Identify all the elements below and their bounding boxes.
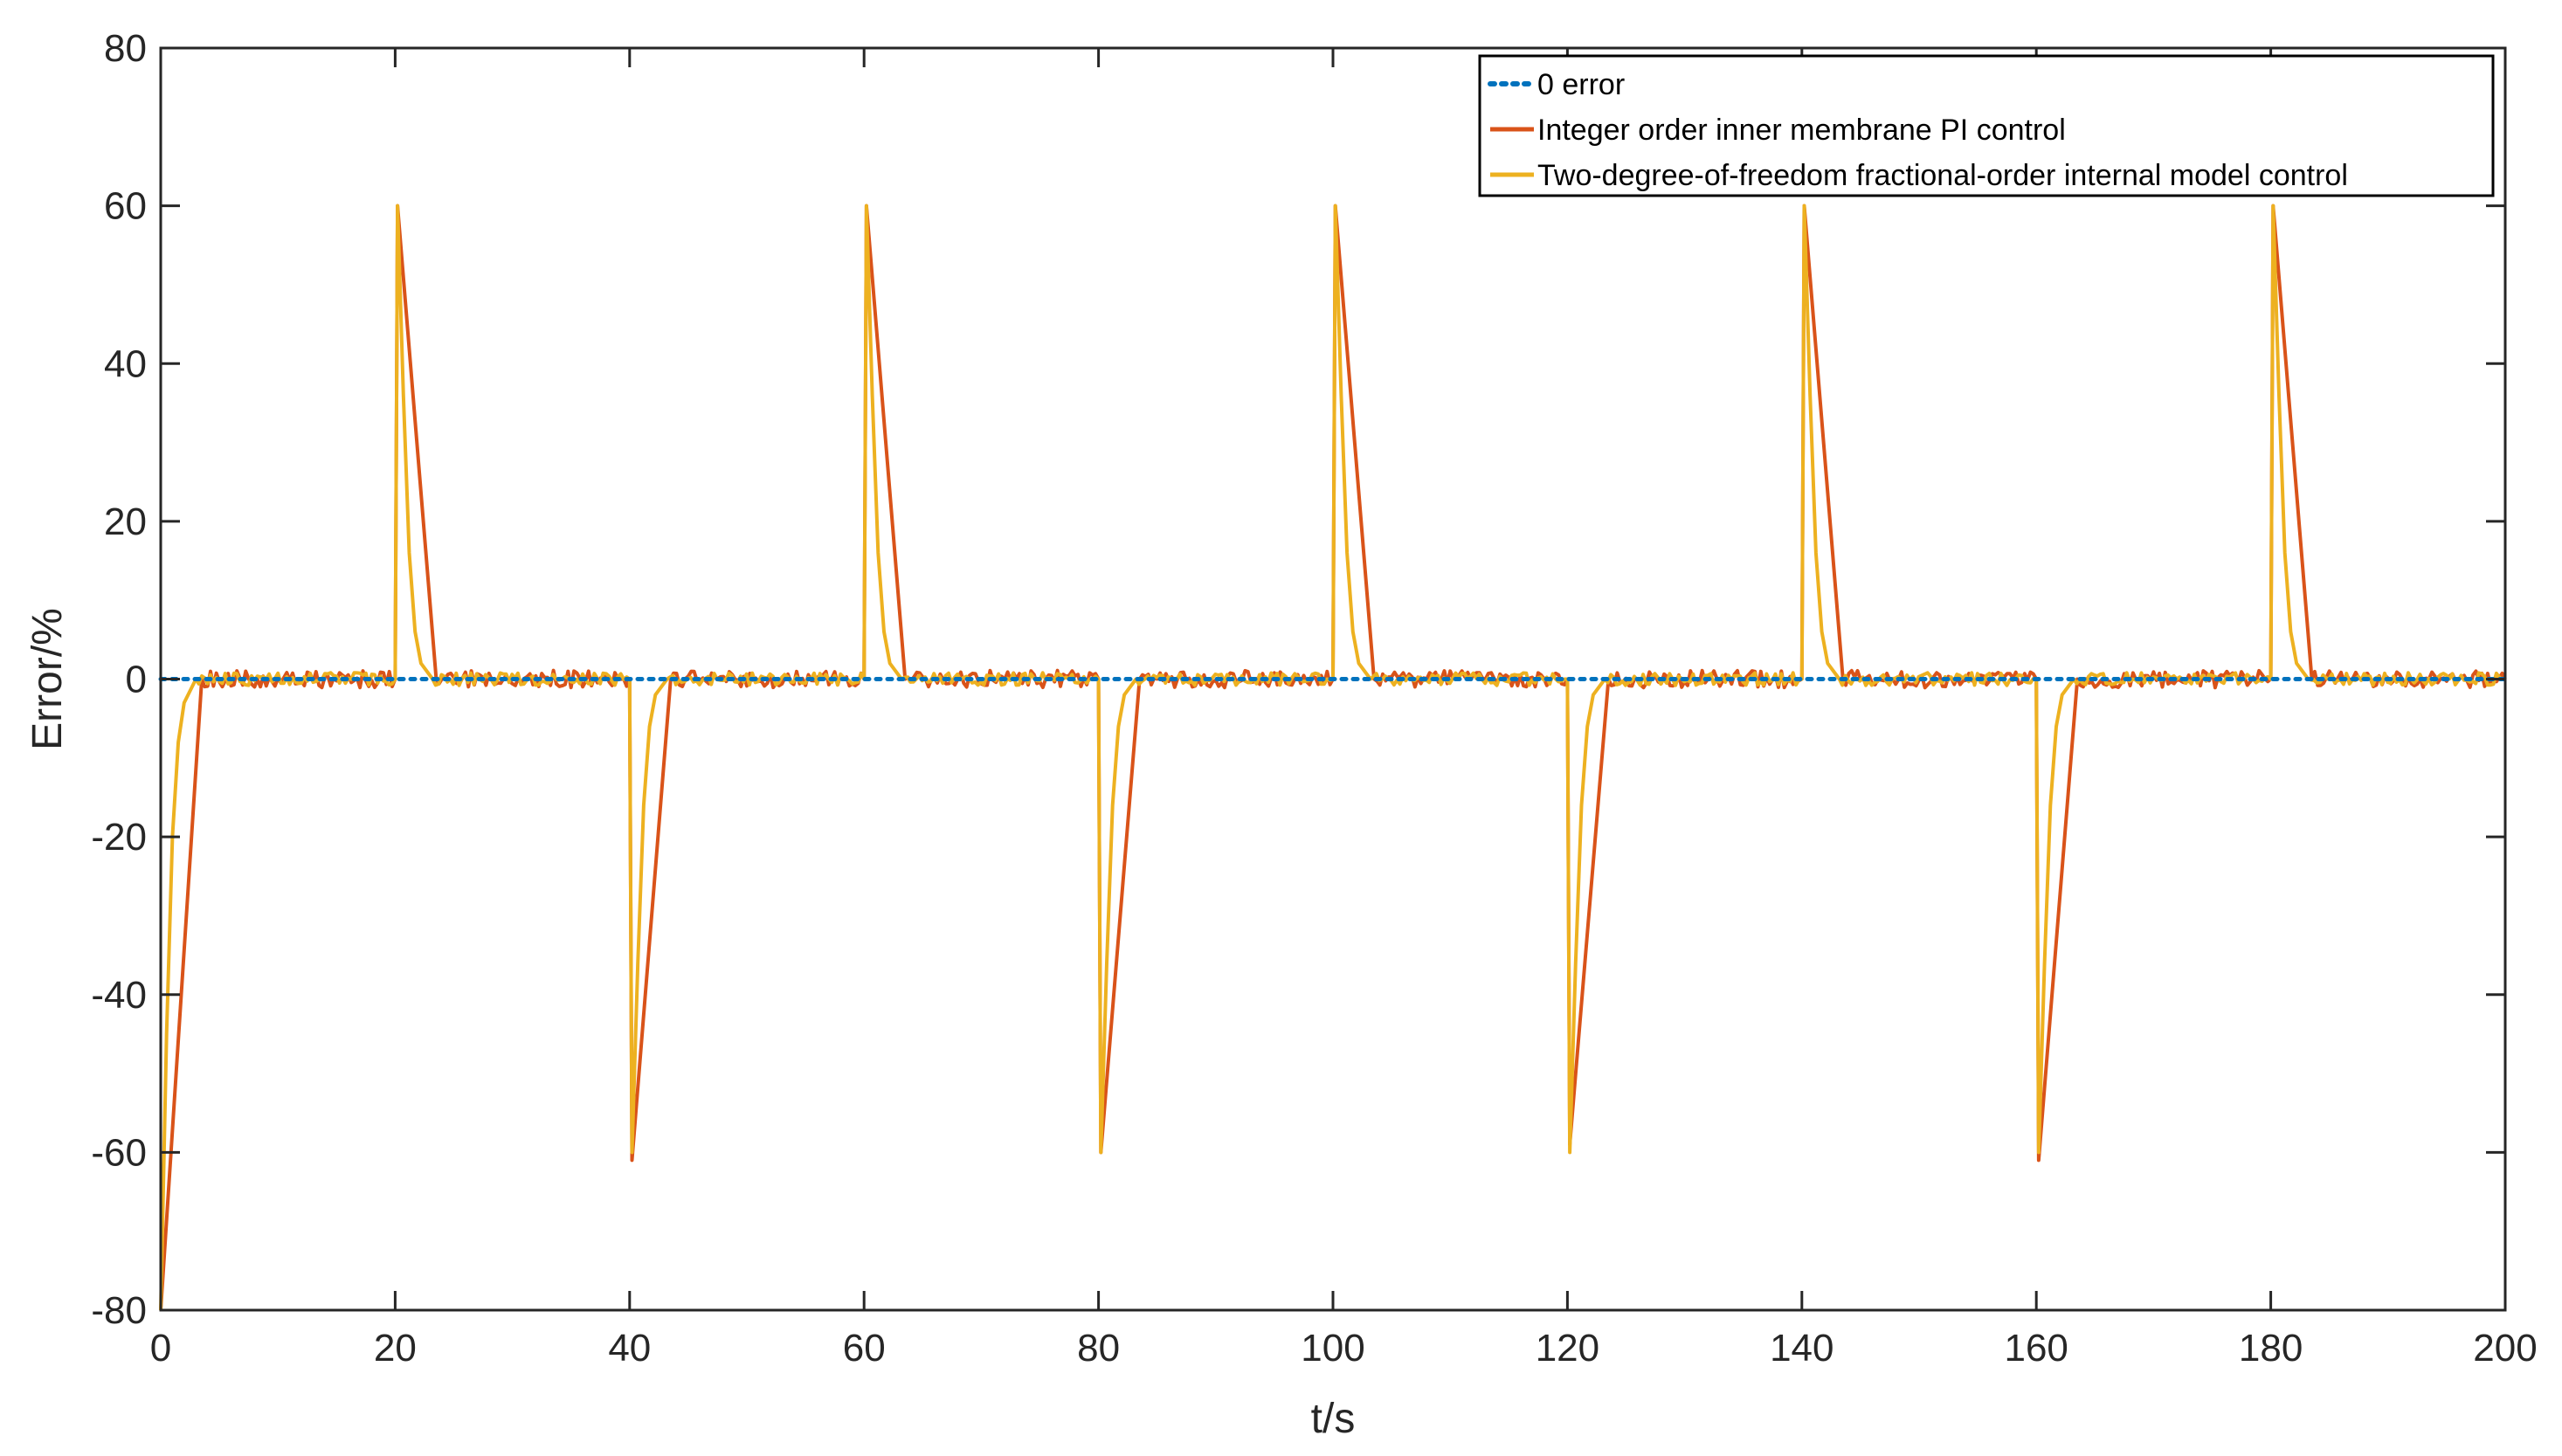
x-tick-label: 160: [2004, 1327, 2068, 1370]
x-tick-label: 140: [1770, 1327, 1833, 1370]
y-tick-label: -20: [91, 816, 147, 859]
y-tick-label: 60: [104, 185, 147, 228]
x-axis-label: t/s: [1311, 1396, 1356, 1442]
series-layer: [158, 204, 2508, 1311]
y-tick-label: -40: [91, 974, 147, 1017]
x-tick-label: 100: [1301, 1327, 1364, 1370]
y-tick-label: 0: [126, 659, 147, 701]
legend: 0 error Integer order inner membrane PI …: [1478, 54, 2495, 197]
y-tick-label: 40: [104, 342, 147, 385]
y-tick-label: 80: [104, 27, 147, 70]
x-tick-label: 200: [2473, 1327, 2537, 1370]
x-tick-label: 0: [150, 1327, 171, 1370]
y-tick-label: -60: [91, 1131, 147, 1174]
legend-box: [1478, 54, 2495, 197]
y-tick-label: 20: [104, 500, 147, 543]
x-tick-label: 180: [2239, 1327, 2303, 1370]
legend-label-integer-pi: Integer order inner membrane PI control: [1537, 114, 2066, 147]
series-line-2: [159, 204, 2506, 1311]
x-tick-label: 40: [608, 1327, 651, 1370]
x-tick-label: 120: [1536, 1327, 1599, 1370]
tick-labels-layer: 0 20 40 60 80 100 120 140 160 180 200806040200-20-…: [91, 27, 2537, 1370]
y-tick-label: -80: [91, 1289, 147, 1332]
x-tick-label: 20: [374, 1327, 417, 1370]
x-tick-label: 60: [843, 1327, 886, 1370]
legend-label-two-dof-imc: Two-degree-of-freedom fractional-order i…: [1537, 159, 2348, 192]
x-tick-label: 80: [1077, 1327, 1120, 1370]
y-axis-label: Error/%: [24, 608, 71, 750]
legend-label-zero-error: 0 error: [1537, 68, 1625, 101]
